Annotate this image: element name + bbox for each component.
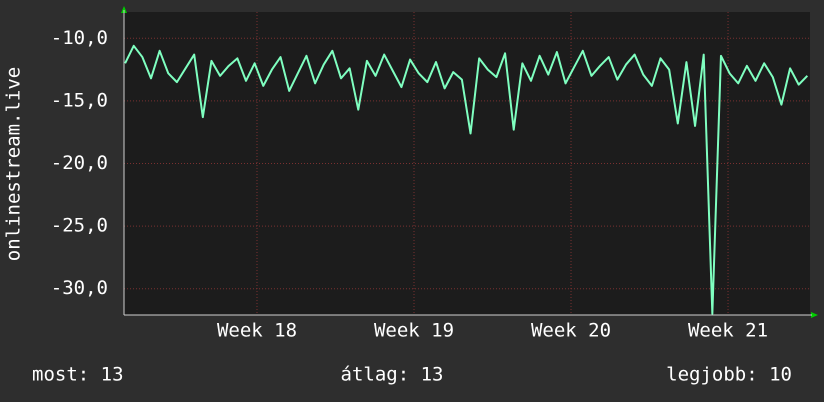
stat-best: legjobb: 10: [666, 364, 792, 386]
stat-current: most: 13: [32, 364, 124, 386]
y-tick-label: -15,0: [51, 89, 108, 111]
x-tick-label: Week 19: [374, 320, 454, 342]
y-tick-label: -10,0: [51, 27, 108, 49]
x-axis-arrow: [811, 312, 818, 318]
x-tick-label: Week 21: [688, 320, 768, 342]
y-axis-arrow: [121, 6, 127, 13]
y-tick-label: -20,0: [51, 152, 108, 174]
data-line: [124, 44, 809, 315]
y-axis-label: onlinestream.live: [3, 67, 25, 261]
x-tick-label: Week 20: [531, 320, 611, 342]
y-tick-label: -25,0: [51, 215, 108, 237]
y-tick-label: -30,0: [51, 277, 108, 299]
x-tick-label: Week 18: [217, 320, 297, 342]
stat-average: átlag: 13: [341, 364, 444, 386]
